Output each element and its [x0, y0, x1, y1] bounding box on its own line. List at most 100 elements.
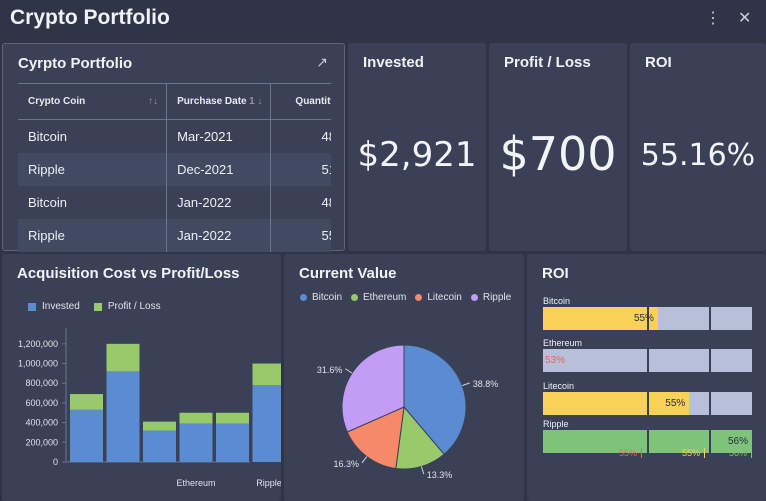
- app-title: Crypto Portfolio: [10, 6, 170, 29]
- roi-threshold-label: 55%: [619, 448, 642, 458]
- roi-bar-ethereum[interactable]: 53%: [543, 349, 752, 372]
- x-tick-label: Ethereum: [176, 478, 215, 488]
- roi-threshold-tick: [709, 349, 711, 372]
- roi-bar-fill: [543, 307, 658, 330]
- roi-kpi-card: ROI 55.16%: [630, 43, 766, 251]
- profit-value: $700: [499, 127, 617, 181]
- bar-invested[interactable]: [70, 409, 103, 462]
- roi-threshold-label: 55%: [682, 448, 705, 458]
- roi-bar-label: Ripple: [543, 419, 569, 429]
- sort-arrows-icon[interactable]: ↑↓: [148, 96, 159, 107]
- x-tick-label: Ripple: [256, 478, 281, 488]
- roi-bar-value: 53%: [545, 355, 566, 366]
- pie-label-leader: [345, 368, 353, 374]
- roi-bar-bitcoin[interactable]: 55%: [543, 307, 752, 330]
- pie-slice-label: 31.6%: [317, 365, 343, 375]
- roi-bar-label: Litecoin: [543, 381, 575, 391]
- bar-invested[interactable]: [252, 385, 282, 462]
- acquisition-legend: Invested Profit / Loss: [28, 301, 161, 312]
- current-value-card: Current Value Bitcoin Ethereum Litecoin …: [284, 254, 524, 501]
- roi-bar-value: 55%: [665, 398, 686, 409]
- top-bar: Crypto Portfolio ⋮ ✕: [0, 0, 766, 38]
- table-row[interactable]: Ripple Jan-2022 55: [18, 218, 331, 252]
- invested-kpi-card: Invested $2,921: [348, 43, 486, 251]
- roi-threshold-tick: [647, 430, 649, 453]
- bar-profit[interactable]: [70, 394, 103, 410]
- pie-legend: Bitcoin Ethereum Litecoin Ripple: [300, 292, 511, 303]
- roi-bar-label: Bitcoin: [543, 296, 571, 306]
- legend-label-bitcoin: Bitcoin: [312, 292, 343, 303]
- legend-label-profit: Profit / Loss: [107, 301, 161, 312]
- roi-chart-card: ROI Bitcoin 55% Ethereum 53% Litecoin 55% Ripp…: [527, 254, 766, 501]
- legend-dot-ethereum: [351, 294, 359, 301]
- profit-kpi-card: Profit / Loss $700: [489, 43, 627, 251]
- table-row[interactable]: Bitcoin Mar-2021 48: [18, 119, 331, 153]
- table-row[interactable]: Ripple Dec-2021 51: [18, 152, 331, 186]
- bar-invested[interactable]: [216, 423, 249, 462]
- roi-chart-title: ROI: [542, 265, 569, 282]
- bar-profit[interactable]: [143, 421, 176, 431]
- y-tick-label: 1,000,000: [18, 359, 58, 369]
- roi-threshold-label: 56%: [729, 448, 752, 458]
- y-tick-label: 400,000: [25, 418, 58, 428]
- pie-slice-litecoin[interactable]: [346, 406, 405, 470]
- acquisition-bar-chart: 0 200,000 400,000 600,000 800,000 1,000,000 1,…: [18, 328, 282, 488]
- y-tick-label: 0: [53, 457, 58, 467]
- portfolio-table-title: Cyrpto Portfolio: [18, 55, 133, 72]
- pie-slice-ripple[interactable]: [341, 344, 405, 433]
- roi-threshold-tick: [709, 430, 711, 453]
- bar-profit[interactable]: [252, 363, 282, 386]
- roi-threshold-tick: [709, 392, 711, 415]
- roi-bar-value: 56%: [727, 436, 748, 447]
- sort-arrows-icon[interactable]: 1 ↓: [249, 96, 263, 107]
- roi-threshold-tick: [709, 307, 711, 330]
- column-header-coin[interactable]: Crypto Coin ↑↓: [18, 83, 168, 120]
- roi-bar-ripple[interactable]: 56%: [543, 430, 752, 453]
- pie-slice-bitcoin[interactable]: [403, 344, 467, 455]
- roi-value: 55.16%: [640, 138, 756, 173]
- table-row[interactable]: Bitcoin Jan-2022 48: [18, 185, 331, 219]
- pie-label-leader: [421, 466, 425, 475]
- current-value-pie-chart: 38.8% 13.3% 16.3% 31.6%: [317, 344, 498, 480]
- y-tick-label: 800,000: [25, 378, 58, 388]
- legend-swatch-profit: [93, 302, 102, 311]
- legend-dot-litecoin: [415, 294, 423, 301]
- bar-profit[interactable]: [106, 343, 140, 372]
- roi-bar-value: 55%: [633, 313, 654, 324]
- roi-title: ROI: [645, 54, 672, 71]
- legend-label-ethereum: Ethereum: [363, 292, 407, 303]
- pie-slice-label: 16.3%: [333, 459, 359, 469]
- profit-title: Profit / Loss: [504, 54, 591, 71]
- vertical-dots-icon[interactable]: ⋮: [705, 10, 721, 27]
- invested-title: Invested: [363, 54, 424, 71]
- legend-label-invested: Invested: [42, 301, 80, 312]
- legend-label-ripple: Ripple: [482, 292, 512, 303]
- column-header-date[interactable]: Purchase Date 1 ↓: [166, 83, 272, 120]
- legend-label-litecoin: Litecoin: [427, 292, 462, 303]
- pie-slice-label: 13.3%: [427, 470, 453, 480]
- portfolio-table-card: Cyrpto Portfolio ↗ Crypto Coin ↑↓ Purchas…: [2, 43, 345, 252]
- current-value-title: Current Value: [299, 265, 397, 282]
- roi-bar-fill: [543, 392, 690, 415]
- legend-dot-bitcoin: [300, 294, 307, 301]
- bar-invested[interactable]: [179, 423, 213, 462]
- arrow-up-right-icon[interactable]: ↗: [316, 54, 328, 70]
- pie-label-leader: [361, 456, 368, 464]
- close-icon[interactable]: ✕: [738, 10, 752, 27]
- bar-invested[interactable]: [106, 371, 140, 462]
- legend-swatch-invested: [28, 302, 36, 311]
- legend-dot-ripple: [470, 294, 478, 301]
- bar-invested[interactable]: [143, 430, 176, 462]
- pie-label-leader: [462, 382, 470, 387]
- roi-bar-label: Ethereum: [543, 338, 583, 348]
- bar-profit[interactable]: [216, 412, 249, 424]
- column-header-quantity[interactable]: Quantity: [270, 83, 331, 120]
- acquisition-chart-title: Acquisition Cost vs Profit/Loss: [17, 265, 240, 282]
- bar-profit[interactable]: [179, 412, 213, 424]
- y-tick-label: 600,000: [25, 398, 58, 408]
- acquisition-chart-card: Acquisition Cost vs Profit/Loss Invested…: [2, 254, 281, 501]
- roi-bar-litecoin[interactable]: 55%: [543, 392, 752, 415]
- y-tick-label: 1,200,000: [18, 339, 58, 349]
- roi-threshold-tick: [647, 349, 649, 372]
